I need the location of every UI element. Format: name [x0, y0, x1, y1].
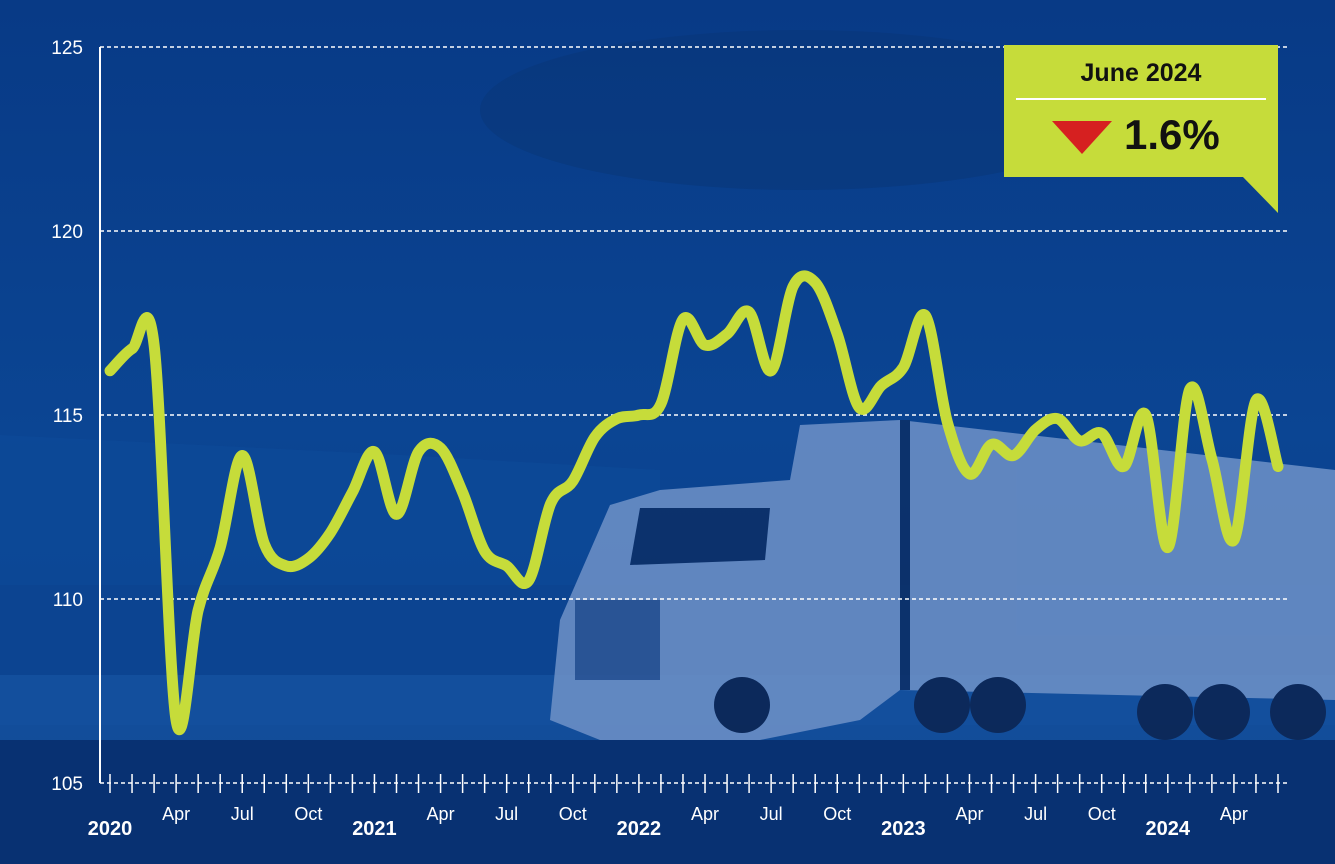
- x-tick-marks: [109, 774, 1279, 793]
- series-line-index: [104, 270, 1284, 736]
- x-tick-labels: 2020 Apr Jul Oct 2021 Apr Jul Oct 2022 Apr Jul Oct 2…: [88, 804, 1248, 840]
- callout-divider: [1016, 98, 1266, 100]
- x-month-label: Jul: [1024, 804, 1047, 824]
- x-month-label: Apr: [955, 804, 983, 824]
- cloud-shadow: [480, 30, 1120, 190]
- callout-value: 1.6%: [1124, 111, 1220, 158]
- x-month-label: Oct: [559, 804, 587, 824]
- axes: [99, 47, 1290, 784]
- callout-box: June 2024 1.6%: [1004, 45, 1278, 177]
- x-month-label: Jul: [495, 804, 518, 824]
- x-year-label: 2024: [1146, 818, 1191, 840]
- y-tick-label: 115: [53, 406, 83, 427]
- x-month-label: Oct: [1088, 804, 1116, 824]
- x-month-label: Apr: [162, 804, 190, 824]
- x-month-label: Oct: [823, 804, 851, 824]
- y-tick-label: 125: [51, 38, 83, 59]
- callout-tail: [1242, 176, 1278, 213]
- truck-illustration: [550, 420, 1335, 740]
- y-tick-labels: 105 110 115 120 125: [51, 38, 83, 795]
- x-month-label: Jul: [231, 804, 254, 824]
- x-year-label: 2022: [617, 818, 662, 840]
- x-month-label: Apr: [691, 804, 719, 824]
- x-year-label: 2023: [881, 818, 926, 840]
- road: [0, 740, 1335, 864]
- y-tick-label: 120: [51, 222, 83, 243]
- y-tick-label: 110: [53, 590, 83, 611]
- x-month-label: Apr: [427, 804, 455, 824]
- x-month-label: Oct: [294, 804, 322, 824]
- x-year-label: 2021: [352, 818, 397, 840]
- down-arrow-icon: [1052, 121, 1112, 154]
- x-month-label: Apr: [1220, 804, 1248, 824]
- x-year-label: 2020: [88, 818, 133, 840]
- grid-lines: [100, 46, 1290, 600]
- callout-title: June 2024: [1080, 59, 1202, 87]
- x-month-label: Jul: [760, 804, 783, 824]
- y-tick-label: 105: [51, 774, 83, 795]
